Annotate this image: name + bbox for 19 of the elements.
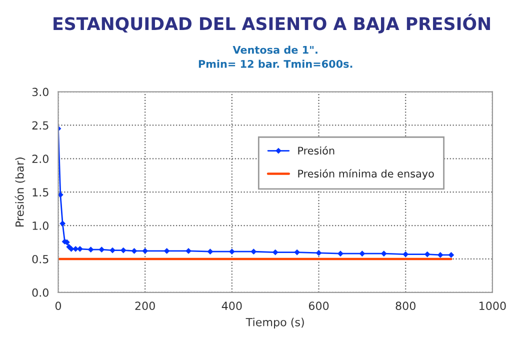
chart-subtitle: Ventosa de 1". Pmin= 12 bar. Tmin=600s. [198, 46, 352, 68]
chart-title: ESTANQUIDAD DEL ASIENTO A BAJA PRESIÓN [54, 14, 490, 34]
x-tick-label: 600 [308, 302, 329, 310]
x-tick-label: 800 [396, 302, 416, 310]
legend-label: Presión [298, 146, 334, 155]
x-tick-label: 400 [222, 302, 242, 310]
x-axis-title: Tiempo (s) [246, 318, 304, 328]
y-tick-label: 2.0 [32, 154, 48, 164]
y-tick-label: 0.0 [32, 288, 48, 297]
y-tick-label: 3.0 [32, 88, 48, 96]
y-tick-label: 2.5 [32, 121, 48, 130]
y-tick-label: 0.5 [32, 254, 48, 264]
legend-label: Presión mínima de ensayo [298, 169, 434, 180]
y-tick-label: 1.0 [32, 222, 48, 230]
y-tick-label: 1.5 [32, 188, 48, 196]
y-axis-title: Presión (bar) [14, 158, 26, 227]
x-tick-label: 200 [135, 302, 155, 310]
x-tick-label: 0 [55, 302, 62, 310]
x-tick-label: 1000 [480, 302, 506, 310]
